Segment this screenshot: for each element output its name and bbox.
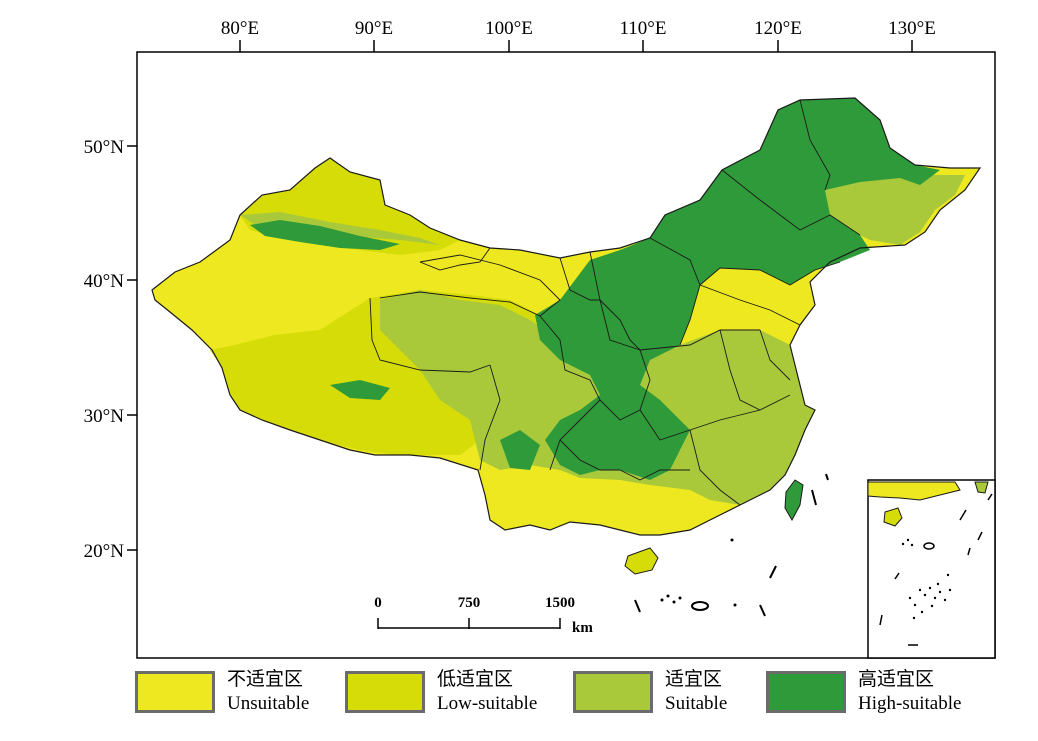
zone-suitable — [240, 212, 440, 245]
legend-label-cn-suitable: 适宜区 — [665, 669, 723, 690]
legend-label-cn-low-suitable: 低适宜区 — [437, 669, 514, 690]
legend-item-low-suitable: 低适宜区 Low-suitable — [345, 668, 537, 716]
legend-item-suitable: 适宜区 Suitable — [573, 668, 727, 716]
zone-high-suitable — [500, 430, 540, 470]
legend-label-en-low-suitable: Low-suitable — [437, 693, 538, 714]
lon-label-130: 130°E — [888, 18, 936, 39]
lon-label-120: 120°E — [754, 18, 802, 39]
legend-label-cn-high-suitable: 高适宜区 — [858, 669, 935, 690]
scs-islands — [660, 538, 737, 607]
scale-label-750: 750 — [458, 595, 481, 611]
legend-item-high-suitable: 高适宜区 High-suitable — [766, 668, 961, 716]
scs-dashes — [634, 473, 829, 617]
scale-label-1500: 1500 — [545, 595, 575, 611]
lat-label-20: 20°N — [84, 541, 125, 562]
inset-map — [867, 479, 996, 659]
legend-swatch-unsuitable — [135, 671, 215, 713]
legend-item-unsuitable: 不适宜区 Unsuitable — [135, 668, 309, 716]
lat-ticks — [127, 145, 137, 551]
lat-label-50: 50°N — [84, 137, 125, 158]
lon-ticks — [239, 40, 913, 52]
suitability-zones — [152, 98, 980, 575]
lat-label-40: 40°N — [84, 271, 125, 292]
legend-label-en-suitable: Suitable — [665, 693, 728, 714]
legend-swatch-low-suitable — [345, 671, 425, 713]
lon-label-80: 80°E — [221, 18, 259, 39]
zone-high-suitable — [330, 380, 390, 400]
scale-label-0: 0 — [374, 595, 382, 611]
legend-swatch-suitable — [573, 671, 653, 713]
zone-high-suitable — [535, 98, 940, 480]
legend-label-cn-unsuitable: 不适宜区 — [227, 669, 304, 690]
lon-label-100: 100°E — [485, 18, 533, 39]
scale-bar: 0 750 1500 km — [374, 595, 593, 636]
country-outline — [151, 97, 982, 536]
zone-suitable — [820, 175, 965, 245]
zone-high-suitable — [250, 220, 400, 250]
province-boundaries — [369, 99, 861, 506]
legend-label-en-unsuitable: Unsuitable — [227, 693, 310, 714]
legend: 不适宜区 Unsuitable 低适宜区 Low-suitable 适宜区 Su… — [0, 668, 1038, 718]
lon-label-90: 90°E — [355, 18, 393, 39]
lat-label-30: 30°N — [84, 406, 125, 427]
island-taiwan — [784, 479, 804, 522]
legend-label-en-high-suitable: High-suitable — [858, 693, 962, 714]
scale-unit: km — [572, 620, 593, 636]
legend-swatch-high-suitable — [766, 671, 846, 713]
lon-label-110: 110°E — [620, 18, 667, 39]
island-hainan — [624, 547, 659, 575]
